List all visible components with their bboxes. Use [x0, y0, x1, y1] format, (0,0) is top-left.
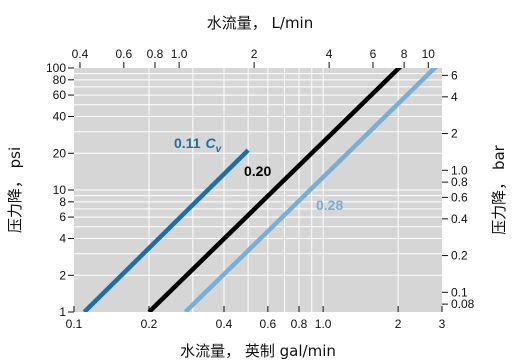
top-axis-title: 水流量， L/min	[207, 14, 313, 32]
top-tick-label: 4	[326, 47, 333, 61]
axis-ticks: 0.1 0.2 0.4 0.6 0.8 1.0 2 30.4 0.6 0.8 1.0 2 4 6 8 1012…	[46, 47, 475, 331]
x-tick-label: 0.1	[66, 317, 83, 331]
x-tick-label: 0.6	[260, 317, 277, 331]
right-axis-title: 压力降， bar	[490, 144, 508, 234]
y-tick-label: 20	[53, 146, 67, 160]
x-tick-label: 0.8	[291, 317, 308, 331]
x-tick-label: 0.4	[216, 317, 233, 331]
x-tick-label: 2	[395, 317, 402, 331]
right-tick-label: 0.6	[451, 190, 468, 204]
series-label-value: 0.11	[174, 135, 201, 151]
right-tick-label: 0.2	[451, 249, 468, 263]
right-tick-label: 6	[451, 68, 458, 82]
y-tick-label: 4	[59, 232, 66, 246]
grid-lines	[74, 68, 442, 312]
right-tick-label: 0.4	[451, 212, 468, 226]
top-tick-label: 0.8	[147, 47, 164, 61]
top-tick-label: 8	[401, 47, 408, 61]
x-tick-label: 1.0	[315, 317, 332, 331]
y-tick-label: 1	[59, 305, 66, 319]
x-tick-label: 0.2	[141, 317, 158, 331]
y-tick-label: 8	[59, 195, 66, 209]
series-line	[82, 148, 250, 312]
x-tick-label: 3	[439, 317, 446, 331]
series-label-value: 0.20	[244, 163, 271, 179]
top-tick-label: 2	[251, 47, 258, 61]
right-tick-label: 2	[451, 127, 458, 141]
y-tick-label: 40	[53, 110, 67, 124]
top-tick-label: 1.0	[171, 47, 188, 61]
y-tick-label: 6	[59, 210, 66, 224]
bottom-axis-title: 水流量， 英制 gal/min	[180, 342, 336, 360]
series-lines	[82, 68, 438, 312]
y-tick-label: 10	[53, 183, 67, 197]
top-tick-label: 10	[422, 47, 436, 61]
top-tick-label: 6	[370, 47, 377, 61]
right-tick-label: 0.8	[451, 175, 468, 189]
series-label-symbol: C	[205, 135, 216, 151]
series-line	[147, 68, 403, 312]
y-tick-label: 2	[59, 268, 66, 282]
y-tick-label: 100	[46, 61, 66, 75]
series-label: 0.20	[244, 163, 271, 179]
right-tick-label: 0.08	[451, 297, 475, 311]
top-tick-label: 0.6	[116, 47, 133, 61]
series-label-subscript: v	[216, 144, 223, 155]
right-tick-label: 0.1	[451, 285, 468, 299]
series-label: 0.11 Cv	[174, 135, 223, 155]
y-tick-label: 60	[53, 88, 67, 102]
series-label: 0.28	[316, 197, 343, 213]
right-tick-label: 1.0	[451, 163, 468, 177]
right-tick-label: 4	[451, 90, 458, 104]
series-line	[183, 68, 438, 312]
series-label-value: 0.28	[316, 197, 343, 213]
y-tick-label: 80	[53, 73, 67, 87]
top-tick-label: 0.4	[72, 47, 89, 61]
series-labels: 0.11 Cv 0.20 0.28	[174, 135, 343, 213]
left-axis-title: 压力降， psi	[6, 147, 24, 233]
